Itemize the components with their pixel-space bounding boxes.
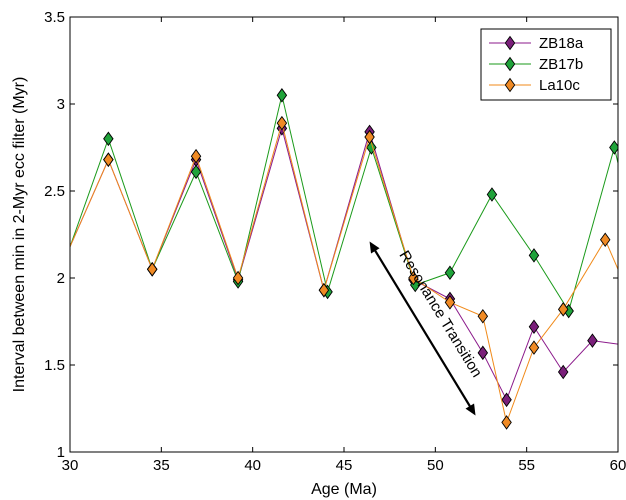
data-point: [276, 88, 288, 103]
x-tick-label: 30: [62, 457, 79, 474]
data-point: [587, 333, 598, 348]
legend: ZB18a ZB17b La10c: [480, 28, 612, 101]
y-axis-label: Interval between min in 2-Myr ecc filter…: [11, 77, 28, 393]
data-point: [599, 232, 611, 247]
x-tick-label: 40: [244, 457, 261, 474]
axis-ticks: 30 35 40 45 50 55 60 1 1.5 2 2.5 3 3.5: [44, 9, 626, 474]
x-tick-label: 45: [336, 457, 353, 474]
series-layer: [70, 88, 618, 430]
data-point: [501, 392, 512, 408]
data-point: [444, 295, 456, 310]
data-point: [190, 148, 202, 164]
y-tick-label: 2: [57, 270, 65, 287]
x-axis-label: Age (Ma): [311, 481, 377, 498]
data-point: [276, 115, 288, 131]
x-tick-label: 60: [610, 457, 626, 474]
data-point: [146, 262, 158, 277]
legend-marker: [504, 56, 516, 72]
series-la10c: [70, 115, 618, 430]
y-tick-label: 3.5: [44, 9, 65, 26]
legend-item: ZB17b: [489, 56, 583, 73]
data-point: [232, 270, 244, 286]
data-point: [318, 282, 330, 298]
series-line: [70, 126, 618, 402]
y-tick-label: 1.5: [44, 357, 65, 374]
legend-item: La10c: [489, 77, 580, 94]
data-point: [190, 164, 202, 180]
data-point: [408, 270, 419, 286]
y-tick-label: 3: [57, 96, 65, 113]
legend-label: ZB18a: [539, 35, 584, 52]
data-point: [501, 415, 512, 430]
data-point: [528, 340, 540, 355]
x-tick-label: 50: [427, 457, 444, 474]
x-tick-label: 35: [153, 457, 170, 474]
y-tick-label: 1: [57, 444, 65, 461]
data-point: [557, 302, 569, 317]
data-point: [557, 364, 569, 380]
legend-marker: [504, 77, 516, 93]
data-point: [528, 319, 540, 334]
data-point: [477, 345, 489, 361]
legend-label: La10c: [539, 77, 580, 94]
arrowhead-icon: [465, 403, 476, 416]
arrowhead-icon: [369, 241, 380, 254]
data-point: [528, 248, 540, 263]
data-point: [477, 309, 489, 324]
data-point: [609, 140, 618, 155]
annotation-arrow: [372, 247, 473, 410]
data-point: [103, 131, 114, 147]
data-point: [103, 152, 114, 167]
legend-label: ZB17b: [539, 56, 583, 73]
legend-marker: [504, 35, 516, 51]
data-point: [444, 265, 456, 281]
x-tick-label: 55: [518, 457, 535, 474]
data-point: [364, 129, 375, 145]
y-tick-label: 2.5: [44, 183, 65, 200]
series-line: [70, 121, 618, 425]
legend-item: ZB18a: [489, 35, 584, 52]
data-point: [486, 187, 498, 202]
